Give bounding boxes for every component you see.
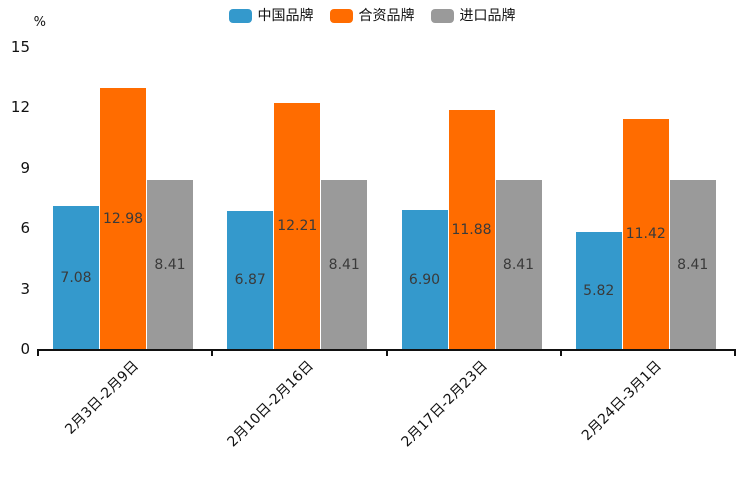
- bar-group-4: 5.82 11.42 8.41: [561, 47, 735, 349]
- bar-value-label: 8.41: [328, 256, 360, 273]
- y-axis-unit-label: %: [33, 15, 46, 30]
- x-category-label: 2月24日-3月1日: [579, 358, 666, 444]
- bar-value-label: 6.87: [234, 272, 266, 288]
- bar-value-label: 11.88: [451, 221, 492, 238]
- x-category-label: 2月17日-2月23日: [398, 358, 491, 451]
- bar-value-label: 8.41: [677, 256, 709, 273]
- bar-value-label: 8.41: [502, 256, 535, 273]
- plot-area: 7.08 12.98 8.41 6.87 12.21 8.41 6.90 11.88 8.41 5…: [38, 47, 735, 349]
- y-axis-tick-label: 15: [10, 38, 30, 56]
- y-axis-tick-label: 3: [20, 279, 30, 298]
- x-axis-tick: [559, 351, 562, 356]
- bar-group-3: 6.90 11.88 8.41: [387, 47, 561, 349]
- chart-legend: 中国品牌 合资品牌 进口品牌: [0, 8, 744, 24]
- legend-label: 合资品牌: [358, 8, 415, 24]
- legend-swatch-icon: [228, 9, 252, 23]
- x-axis-tick: [211, 351, 214, 356]
- bar-合资品牌-4: 11.42: [622, 119, 669, 349]
- x-axis-tick: [37, 351, 39, 356]
- bar-value-label: 5.82: [583, 282, 615, 299]
- legend-swatch-icon: [430, 9, 454, 23]
- bar-合资品牌-3: 11.88: [448, 110, 495, 349]
- y-axis-tick-label: 9: [20, 158, 30, 177]
- bar-value-label: 11.42: [625, 226, 666, 242]
- y-axis-tick-label: 6: [20, 219, 30, 238]
- bar-group-1: 7.08 12.98 8.41: [38, 47, 212, 349]
- x-category-label: 2月10日-2月16日: [224, 358, 317, 451]
- x-axis-tick: [734, 351, 736, 356]
- bar-中国品牌-3: 6.90: [401, 210, 448, 349]
- legend-item-3: 进口品牌: [430, 8, 516, 24]
- bar-中国品牌-2: 6.87: [227, 211, 274, 349]
- bar-value-label: 12.21: [277, 218, 318, 234]
- legend-swatch-icon: [329, 9, 353, 23]
- y-axis-tick-label: 12: [10, 98, 30, 117]
- bar-value-label: 12.98: [102, 210, 144, 227]
- x-axis-line: [37, 349, 736, 351]
- bar-value-label: 8.41: [154, 256, 186, 273]
- x-axis-tick: [385, 351, 388, 356]
- bar-中国品牌-1: 7.08: [53, 206, 99, 349]
- x-category-label: 2月3日-2月9日: [62, 358, 143, 438]
- y-axis-tick-label: 0: [20, 340, 30, 358]
- bar-value-label: 7.08: [60, 269, 92, 286]
- bar-合资品牌-1: 12.98: [100, 88, 146, 349]
- bar-中国品牌-4: 5.82: [575, 232, 622, 349]
- bar-group-2: 6.87 12.21 8.41: [212, 47, 386, 349]
- bar-value-label: 6.90: [408, 271, 441, 288]
- bar-进口品牌-3: 8.41: [495, 180, 542, 349]
- bar-进口品牌-1: 8.41: [147, 180, 193, 349]
- legend-label: 进口品牌: [459, 8, 516, 24]
- legend-label: 中国品牌: [257, 8, 314, 24]
- legend-item-1: 中国品牌: [228, 8, 314, 24]
- bar-进口品牌-2: 8.41: [321, 180, 368, 349]
- bar-合资品牌-2: 12.21: [274, 103, 321, 349]
- bar-进口品牌-4: 8.41: [669, 180, 716, 349]
- legend-item-2: 合资品牌: [329, 8, 415, 24]
